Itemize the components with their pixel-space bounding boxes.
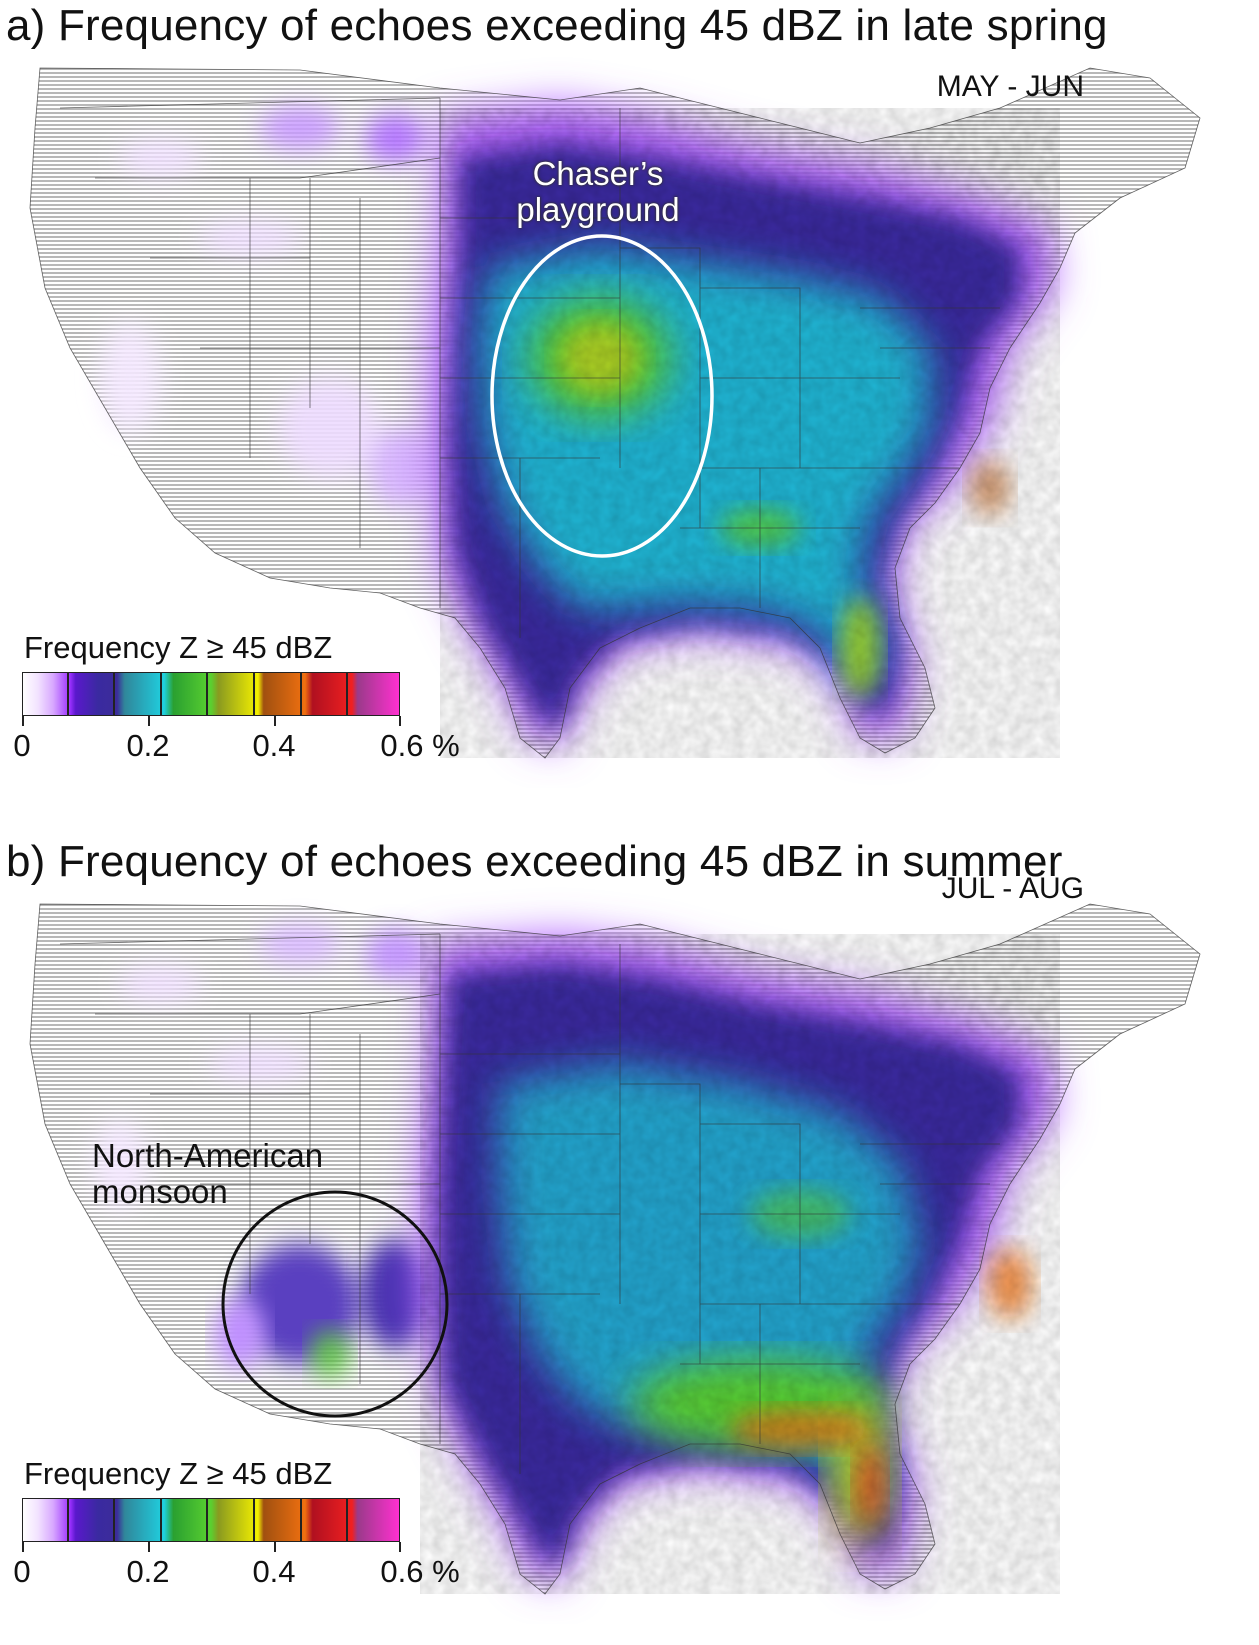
panel-title: b) Frequency of echoes exceeding 45 dBZ …	[6, 837, 1063, 886]
panel-b: b) Frequency of echoes exceeding 45 dBZ …	[0, 836, 1259, 1645]
monsoon-echoes	[215, 1239, 430, 1379]
period-label: MAY - JUN	[936, 70, 1084, 103]
chasers-playground-annotation: Chaser’s playground	[516, 155, 680, 228]
tick-label: 0.4	[252, 728, 296, 763]
eastern-echo-field	[430, 103, 1060, 758]
tick-label: 0.6 %	[380, 728, 460, 763]
legend: Frequency Z ≥ 45 dBZ 0 0.2 0.4 0.6 %	[0, 1456, 480, 1616]
tick-label: 0	[13, 1554, 31, 1589]
panel-a: a) Frequency of echoes exceeding 45 dBZ …	[0, 0, 1259, 815]
eastern-echo-field	[420, 934, 1060, 1594]
tick-label: 0.6 %	[380, 1554, 460, 1589]
panel-title: a) Frequency of echoes exceeding 45 dBZ …	[6, 1, 1108, 50]
map-late-spring	[29, 67, 1201, 759]
monsoon-circle	[221, 1190, 449, 1418]
state-boundaries	[29, 903, 1201, 1595]
legend-title: Frequency Z ≥ 45 dBZ	[24, 1456, 333, 1491]
tick-label: 0.2	[126, 728, 170, 763]
monsoon-annotation: North-American monsoon	[92, 1137, 324, 1210]
tick-label: 0.2	[126, 1554, 170, 1589]
tick-label: 0	[13, 728, 31, 763]
chasers-playground-ellipse	[490, 234, 714, 558]
western-light-echoes	[94, 924, 425, 1209]
map-summer	[29, 903, 1201, 1595]
legend-title: Frequency Z ≥ 45 dBZ	[24, 630, 333, 665]
colorbar	[22, 672, 400, 716]
tick-label: 0.4	[252, 1554, 296, 1589]
period-label: JUL - AUG	[941, 872, 1084, 905]
state-boundaries	[29, 67, 1201, 759]
legend: Frequency Z ≥ 45 dBZ 0 0.2 0.4 0.6 %	[0, 630, 480, 790]
colorbar	[22, 1498, 400, 1542]
